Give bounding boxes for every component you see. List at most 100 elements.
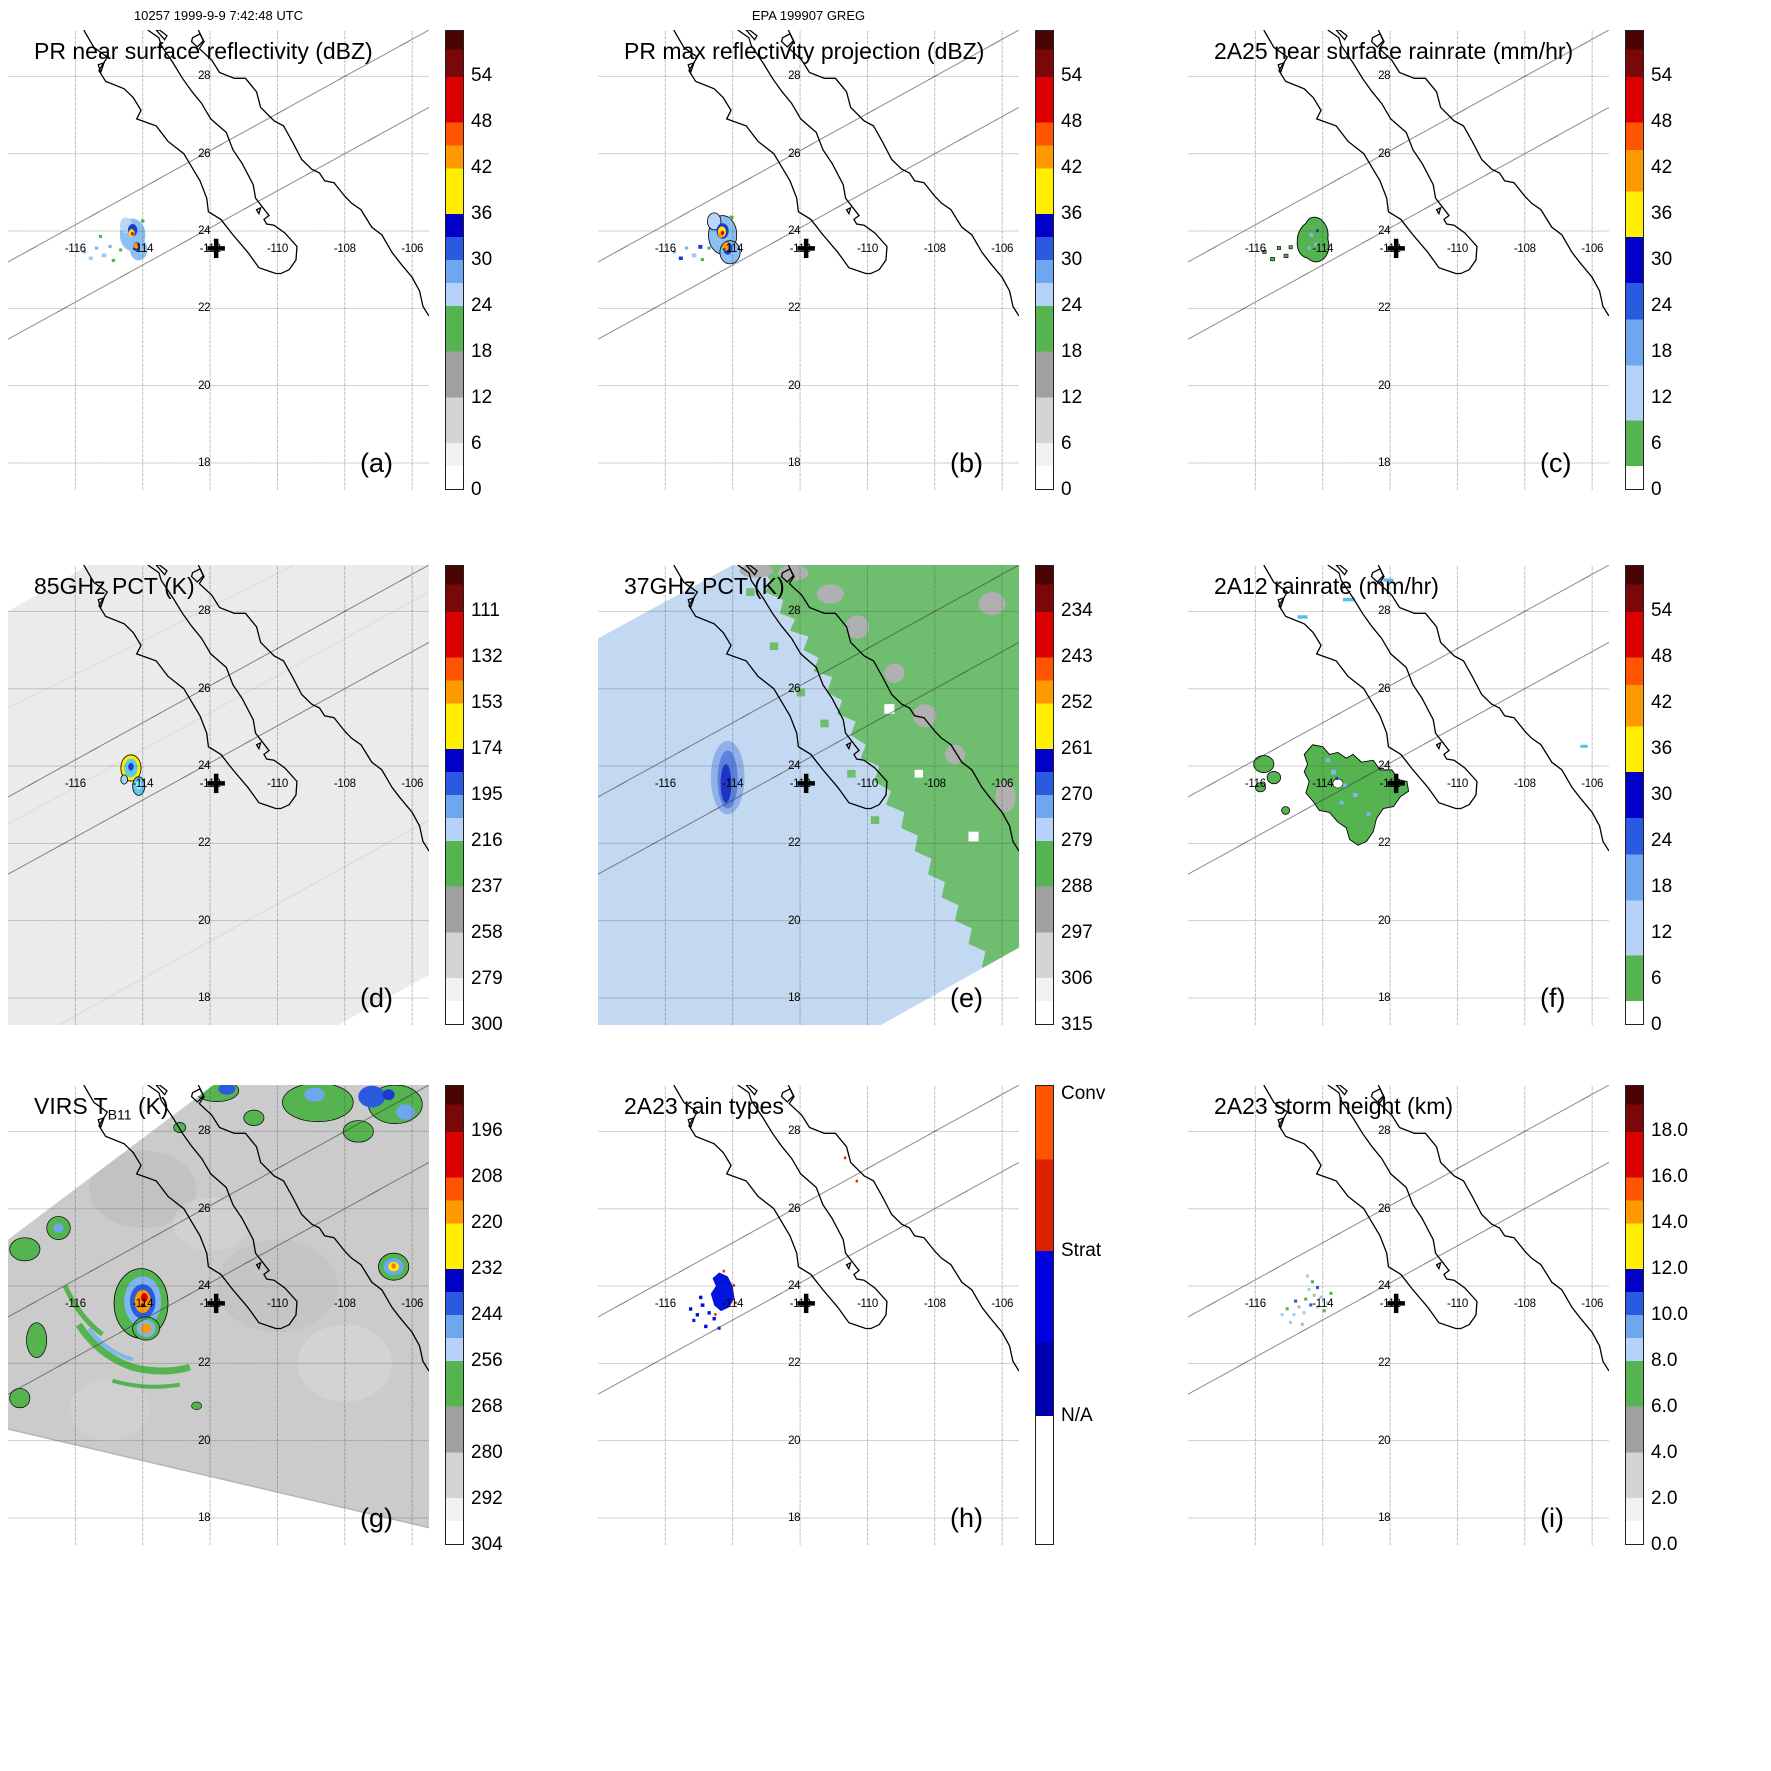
panel-h-colorbar-ticks: Conv Strat N/A bbox=[1061, 1083, 1151, 1545]
panel-i-colorbar bbox=[1625, 1085, 1644, 1545]
coastline bbox=[1264, 565, 1609, 851]
panel-h-map-svg bbox=[598, 1085, 1019, 1545]
colorbar-tick: 48 bbox=[1651, 646, 1673, 667]
panel-c-colorbar-ticks: 54 48 42 36 30 24 18 12 6 0 bbox=[1651, 30, 1741, 500]
coastline bbox=[674, 1085, 1019, 1371]
colorbar-tick: Strat bbox=[1061, 1239, 1102, 1261]
colorbar-tick: 208 bbox=[471, 1166, 503, 1187]
colorbar-tick: Conv bbox=[1061, 1083, 1106, 1105]
coastline bbox=[674, 30, 1019, 316]
precip-data-f bbox=[1254, 578, 1588, 846]
storm-height-data-i bbox=[1280, 1102, 1333, 1326]
swath-lines bbox=[598, 30, 1019, 339]
panel-g-title: VIRS TB11 (K) bbox=[34, 1093, 169, 1123]
colorbar-tick: 234 bbox=[1061, 600, 1093, 621]
panel-c-map-svg bbox=[1188, 30, 1609, 490]
colorbar-tick: 256 bbox=[471, 1350, 503, 1371]
colorbar-tick: 0 bbox=[1651, 1014, 1662, 1035]
panel-g: -116 -114 -112 -110 -108 -106 28 26 24 22 20 18 VIR… bbox=[8, 1085, 553, 1555]
panel-i: -116 -114 -112 -110 -108 -106 28 26 24 22 20 18 2A2… bbox=[1188, 1085, 1733, 1555]
coastline bbox=[84, 30, 429, 316]
colorbar-tick: 36 bbox=[1061, 203, 1083, 224]
virs-swath-g bbox=[8, 1085, 429, 1545]
panel-f-map: -116 -114 -112 -110 -108 -106 28 26 24 22 20 18 2A1… bbox=[1188, 565, 1609, 1025]
precip-data-a bbox=[82, 217, 148, 262]
panel-i-map: -116 -114 -112 -110 -108 -106 28 26 24 22 20 18 2A2… bbox=[1188, 1085, 1609, 1545]
gridlines bbox=[1188, 30, 1609, 490]
colorbar-tick: 12 bbox=[1651, 922, 1673, 943]
panel-f-letter: (f) bbox=[1540, 983, 1566, 1013]
colorbar-tick: 36 bbox=[1651, 203, 1673, 224]
swath-lines bbox=[1188, 565, 1609, 874]
colorbar-tick: 42 bbox=[1651, 692, 1673, 713]
colorbar-tick: 0.0 bbox=[1651, 1534, 1678, 1555]
panel-a-colorbar bbox=[445, 30, 464, 490]
panel-b-colorbar-ticks: 54 48 42 36 30 24 18 12 6 0 bbox=[1061, 30, 1151, 500]
panel-a-map: -116 -114 -112 -110 -108 -106 28 26 24 22 20 18 PR … bbox=[8, 30, 429, 490]
colorbar-tick: 132 bbox=[471, 646, 503, 667]
colorbar-tick: 258 bbox=[471, 922, 503, 943]
panel-g-colorbar bbox=[445, 1085, 464, 1545]
swath-lines bbox=[8, 30, 429, 339]
panel-d-colorbar bbox=[445, 565, 464, 1025]
colorbar-tick: 279 bbox=[471, 968, 503, 989]
panel-e: -116 -114 -112 -110 -108 -106 28 26 24 22 20 18 37G… bbox=[598, 565, 1143, 1035]
colorbar-tick: 2.0 bbox=[1651, 1488, 1678, 1509]
panel-d: -116 -114 -112 -110 -108 -106 28 26 24 22 20 18 85G… bbox=[8, 565, 553, 1035]
colorbar-tick: 220 bbox=[471, 1212, 503, 1233]
colorbar-tick: 42 bbox=[471, 157, 493, 178]
panel-b-map: -116 -114 -112 -110 -108 -106 28 26 24 22 20 18 PR … bbox=[598, 30, 1019, 490]
colorbar-tick: 18.0 bbox=[1651, 1120, 1688, 1141]
panel-g-colorbar-ticks: 196 208 220 232 244 256 268 280 292 304 bbox=[471, 1085, 561, 1555]
panel-a: -116 -114 -112 -110 -108 -106 28 26 24 22 20 18 PR … bbox=[8, 30, 553, 500]
panel-c: -116 -114 -112 -110 -108 -106 28 26 24 22 20 18 2A2… bbox=[1188, 30, 1733, 500]
panel-a-colorbar-ticks: 54 48 42 36 30 24 18 12 6 0 bbox=[471, 30, 561, 500]
colorbar-tick: 315 bbox=[1061, 1014, 1093, 1035]
panel-i-colorbar-ticks: 18.0 16.0 14.0 12.0 10.0 8.0 6.0 4.0 2.0 0.0 bbox=[1651, 1085, 1741, 1555]
colorbar-tick: 30 bbox=[471, 249, 493, 270]
coastline bbox=[1264, 30, 1609, 316]
panel-b: -116 -114 -112 -110 -108 -106 28 26 24 22 20 18 PR … bbox=[598, 30, 1143, 500]
tmi-swath-d bbox=[8, 565, 429, 1025]
colorbar-tick: 24 bbox=[1651, 295, 1673, 316]
panel-f-title: 2A12 rainrate (mm/hr) bbox=[1214, 573, 1439, 599]
panel-h: -116 -114 -112 -110 -108 -106 28 26 24 22 20 18 2A2… bbox=[598, 1083, 1143, 1545]
panel-d-letter: (d) bbox=[360, 983, 393, 1013]
colorbar-tick: 8.0 bbox=[1651, 1350, 1678, 1371]
swath-lines bbox=[1188, 1085, 1609, 1394]
panel-d-colorbar-ticks: 111 132 153 174 195 216 237 258 279 300 bbox=[471, 565, 561, 1035]
colorbar-tick: 24 bbox=[1061, 295, 1083, 316]
colorbar-tick: 292 bbox=[471, 1488, 503, 1509]
panel-h-title: 2A23 rain types bbox=[624, 1093, 784, 1119]
panel-e-map: -116 -114 -112 -110 -108 -106 28 26 24 22 20 18 37G… bbox=[598, 565, 1019, 1025]
colorbar-tick: 36 bbox=[471, 203, 493, 224]
panel-e-map-svg bbox=[598, 565, 1019, 1025]
colorbar-tick: 237 bbox=[471, 876, 503, 897]
panel-c-map: -116 -114 -112 -110 -108 -106 28 26 24 22 20 18 2A2… bbox=[1188, 30, 1609, 490]
panel-c-colorbar bbox=[1625, 30, 1644, 490]
swath-lines bbox=[598, 1085, 1019, 1394]
panel-i-title: 2A23 storm height (km) bbox=[1214, 1093, 1454, 1119]
panel-a-letter: (a) bbox=[360, 448, 393, 478]
colorbar-tick: 42 bbox=[1651, 157, 1673, 178]
panel-a-map-svg bbox=[8, 30, 429, 490]
colorbar-tick: 232 bbox=[471, 1258, 503, 1279]
colorbar-tick: 279 bbox=[1061, 830, 1093, 851]
colorbar-tick: 48 bbox=[471, 111, 493, 132]
colorbar-tick: 12 bbox=[1651, 387, 1673, 408]
precip-data-b bbox=[672, 213, 740, 264]
panel-e-title: 37GHz PCT (K) bbox=[624, 573, 785, 599]
colorbar-tick: 270 bbox=[1061, 784, 1093, 805]
colorbar-tick: 297 bbox=[1061, 922, 1093, 943]
panel-c-title: 2A25 near surface rainrate (mm/hr) bbox=[1214, 38, 1574, 64]
colorbar-tick: 261 bbox=[1061, 738, 1093, 759]
tmi-swath-e bbox=[598, 565, 1019, 1025]
gridlines bbox=[598, 30, 1019, 490]
panel-f-colorbar bbox=[1625, 565, 1644, 1025]
colorbar-tick: 6.0 bbox=[1651, 1396, 1678, 1417]
panel-h-map: -116 -114 -112 -110 -108 -106 28 26 24 22 20 18 2A2… bbox=[598, 1085, 1019, 1545]
colorbar-tick: 174 bbox=[471, 738, 503, 759]
header-orbit-time: 10257 1999-9-9 7:42:48 UTC bbox=[133, 8, 304, 23]
colorbar-tick: 0 bbox=[1061, 479, 1072, 500]
